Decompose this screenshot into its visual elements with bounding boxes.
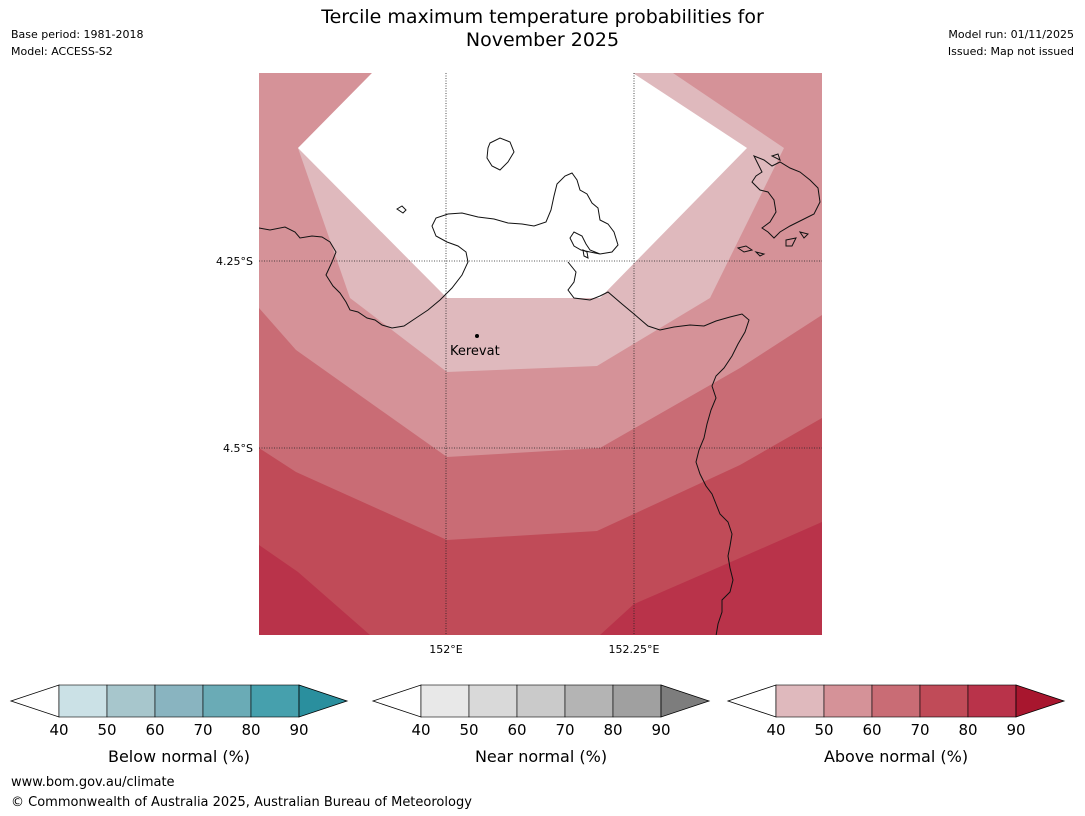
colorbar-above-ticks: 40 50 60 70 80 90 [766, 721, 1025, 739]
colorbar-above-seg-4 [967, 684, 1017, 718]
colorbar-below-low-extend [9, 684, 60, 718]
lon-label-152-25: 152.25°E [609, 643, 660, 656]
colorbar-above-seg-2 [871, 684, 921, 718]
meta-right: Model run: 01/11/2025 Issued: Map not is… [948, 26, 1074, 60]
masked-region [298, 73, 747, 298]
colorbar-below-tick: 90 [289, 721, 308, 739]
colorbar-near-tick: 50 [459, 721, 478, 739]
coastline [259, 137, 821, 635]
colorbar-below-tick: 70 [193, 721, 212, 739]
colorbar-near-seg-1 [468, 684, 518, 718]
colorbar-below-seg-4 [250, 684, 300, 718]
colorbar-near-tick: 60 [507, 721, 526, 739]
colorbar-below [9, 684, 349, 718]
colorbar-near-tick: 40 [411, 721, 430, 739]
island-east-small [736, 231, 809, 257]
colorbar-near-tick: 90 [651, 721, 670, 739]
colorbar-near-seg-2 [516, 684, 566, 718]
colorbar-above-tick: 60 [862, 721, 881, 739]
island-small-b [582, 249, 589, 259]
colorbar-near-seg-4 [612, 684, 662, 718]
colorbar-above-high-extend [1015, 684, 1066, 718]
colorbar-below-seg-1 [106, 684, 156, 718]
colorbar-below-tick: 60 [145, 721, 164, 739]
colorbar-above-seg-1 [823, 684, 873, 718]
colorbar-below-tick: 40 [49, 721, 68, 739]
colorbar-near-ticks: 40 50 60 70 80 90 [411, 721, 670, 739]
colorbar-above-tick: 90 [1006, 721, 1025, 739]
map-title: Tercile maximum temperature probabilitie… [0, 6, 1085, 52]
issued-text: Issued: Map not issued [947, 45, 1074, 58]
footer-copyright: © Commonwealth of Australia 2025, Austra… [11, 795, 472, 810]
colorbar-near-label: Near normal (%) [475, 747, 607, 766]
lat-label-4-25: 4.25°S [216, 255, 253, 268]
colorbars-svg: 40 50 60 70 80 90 40 50 60 70 80 90 40 5… [9, 684, 1066, 766]
colorbar-below-seg-3 [202, 684, 252, 718]
lat-label-4-5: 4.5°S [223, 442, 253, 455]
colorbar-above-seg-0 [775, 684, 825, 718]
colorbar-below-tick: 50 [97, 721, 116, 739]
kerevat-marker [475, 334, 479, 338]
kerevat-label: Kerevat [450, 344, 500, 359]
colorbar-below-ticks: 40 50 60 70 80 90 [49, 721, 308, 739]
model-text: Model: ACCESS-S2 [11, 45, 113, 58]
colorbar-above-tick: 80 [958, 721, 977, 739]
island-north [486, 137, 515, 171]
graticule [259, 73, 822, 635]
colorbar-above-tick: 50 [814, 721, 833, 739]
colorbar-above-label: Above normal (%) [824, 747, 968, 766]
colorbar-near-tick: 70 [555, 721, 574, 739]
map-svg: Kerevat 4.25°S 4.5°S 152°E 152.25°E [216, 73, 822, 656]
colorbar-below-tick: 80 [241, 721, 260, 739]
island-east-top [770, 153, 781, 161]
colorbar-above-tick: 70 [910, 721, 929, 739]
colorbar-near-seg-0 [420, 684, 470, 718]
colorbar-below-seg-0 [58, 684, 108, 718]
title-line-1: Tercile maximum temperature probabilitie… [321, 6, 764, 28]
colorbar-below-label: Below normal (%) [108, 747, 250, 766]
base-period-text: Base period: 1981-2018 [11, 28, 144, 41]
colorbar-near-low-extend [371, 684, 422, 718]
model-run-text: Model run: 01/11/2025 [948, 28, 1074, 41]
lon-label-152: 152°E [429, 643, 462, 656]
colorbar-near-high-extend [660, 684, 711, 718]
footer-url: www.bom.gov.au/climate [11, 775, 175, 790]
island-small-a [396, 205, 407, 214]
colorbar-below-seg-2 [154, 684, 204, 718]
colorbar-above-low-extend [726, 684, 777, 718]
colorbar-above-seg-3 [919, 684, 969, 718]
colorbar-near-seg-3 [564, 684, 614, 718]
colorbar-below-high-extend [298, 684, 349, 718]
title-line-2: November 2025 [465, 29, 620, 51]
probability-field [259, 73, 822, 635]
meta-left: Base period: 1981-2018 Model: ACCESS-S2 [11, 26, 143, 60]
colorbar-near [371, 684, 711, 718]
colorbar-near-tick: 80 [603, 721, 622, 739]
colorbar-above-tick: 40 [766, 721, 785, 739]
islands-east [751, 155, 821, 239]
colorbar-above [726, 684, 1066, 718]
coastline-main [259, 172, 750, 635]
